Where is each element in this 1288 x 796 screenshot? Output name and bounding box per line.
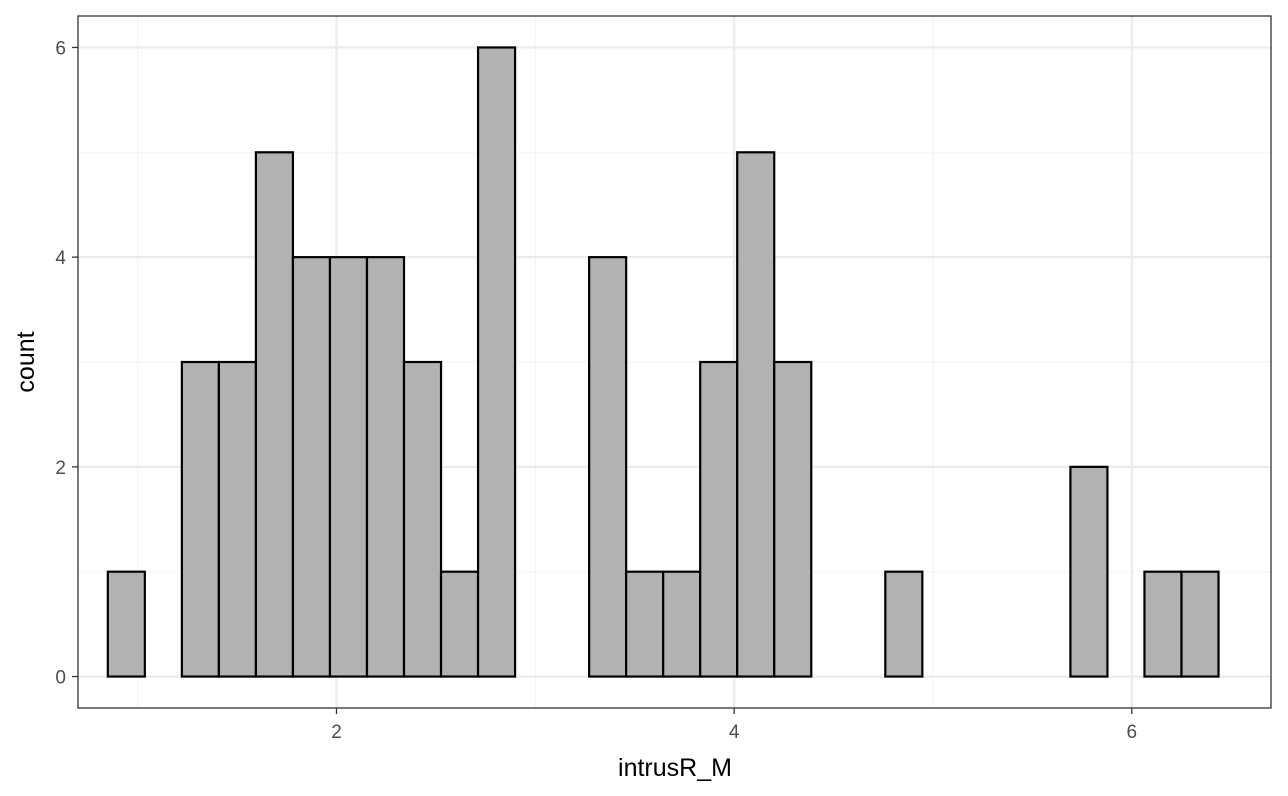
histogram-bar xyxy=(588,256,628,678)
x-axis-ticks: 2 4 6 xyxy=(331,708,1137,743)
histogram-bar xyxy=(884,570,924,678)
histogram-bar xyxy=(328,256,369,678)
histogram-bar xyxy=(254,151,295,678)
histogram-bar xyxy=(365,256,406,678)
y-tick-label: 4 xyxy=(55,248,66,269)
histogram-bar xyxy=(699,360,739,678)
histogram-bar xyxy=(439,570,480,678)
histogram-bar xyxy=(736,151,776,678)
histogram-bar xyxy=(180,360,220,678)
histogram-bar xyxy=(476,46,517,678)
y-tick-label: 2 xyxy=(55,458,66,479)
histogram-bar xyxy=(773,360,813,678)
y-axis-title: count xyxy=(12,331,40,392)
histogram-bar xyxy=(625,570,665,678)
y-tick-label: 0 xyxy=(55,668,66,689)
histogram-bar xyxy=(662,570,702,678)
y-axis-ticks: 0 2 4 6 xyxy=(55,38,78,689)
histogram-bars xyxy=(106,46,1220,678)
histogram-bar xyxy=(106,570,146,678)
histogram-bar xyxy=(291,256,332,678)
x-tick-label: 4 xyxy=(729,722,740,743)
histogram-bar xyxy=(402,360,443,678)
histogram-bar xyxy=(217,360,258,678)
x-tick-label: 6 xyxy=(1127,722,1138,743)
plot-panel-border xyxy=(77,15,1272,709)
histogram-bar xyxy=(1143,570,1183,678)
y-tick-label: 6 xyxy=(55,38,66,59)
x-tick-label: 2 xyxy=(331,722,342,743)
histogram-bar xyxy=(1069,465,1109,678)
x-axis-title: intrusR_M xyxy=(618,754,732,782)
histogram-bar xyxy=(1180,570,1220,678)
